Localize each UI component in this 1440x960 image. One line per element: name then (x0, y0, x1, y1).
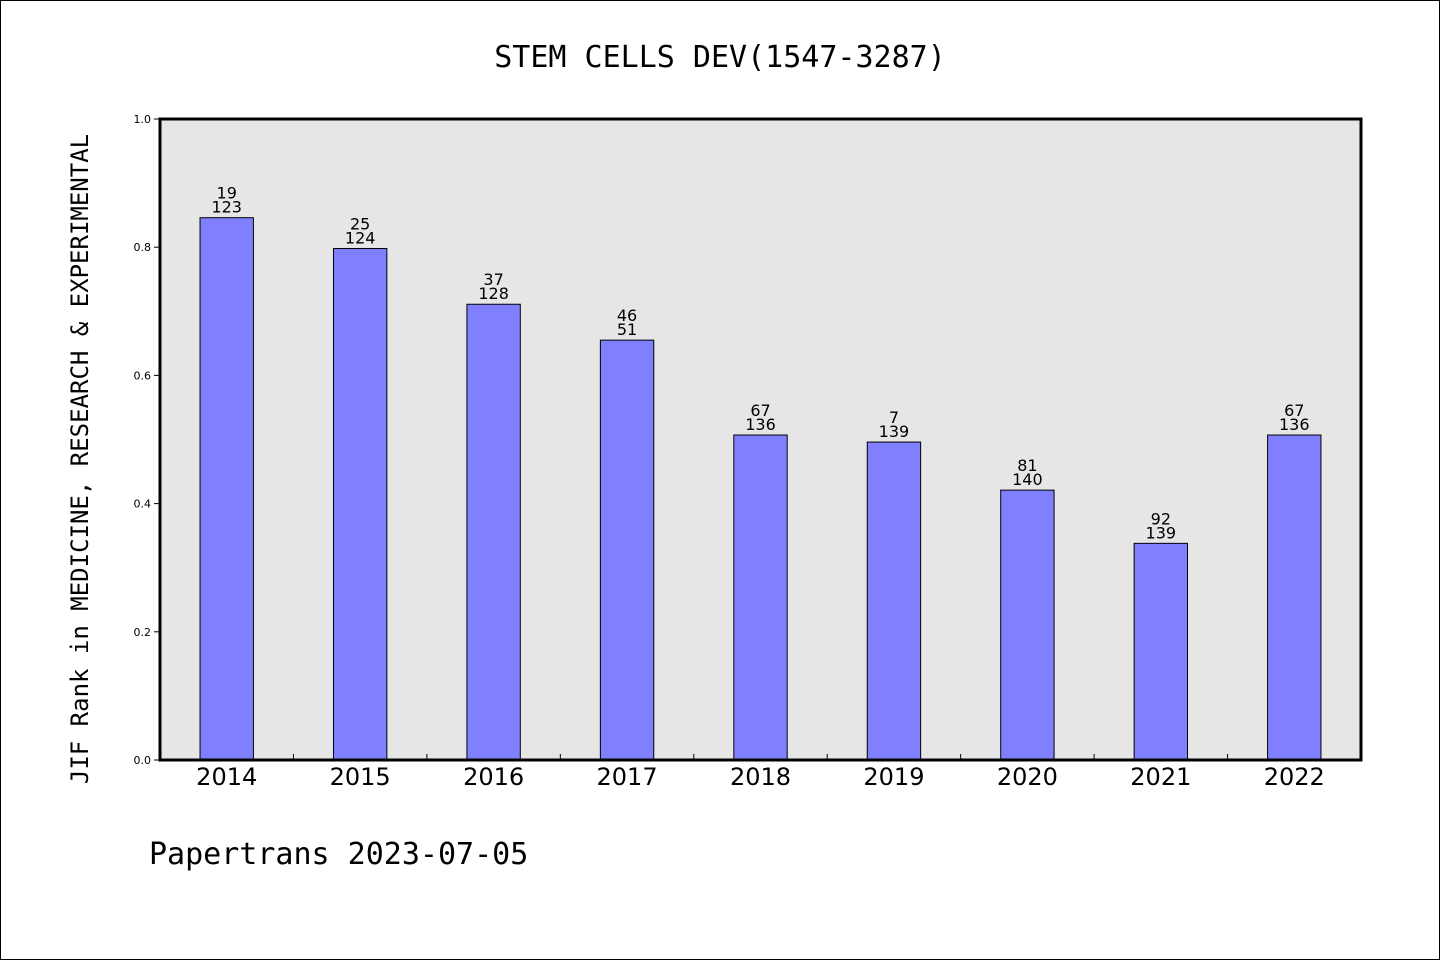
chart-title: STEM CELLS DEV(1547-3287) (494, 40, 946, 75)
bar-total-label: 128 (478, 284, 509, 303)
x-tick-label: 2017 (597, 763, 658, 791)
bar-rank-label: 46 (617, 306, 637, 325)
bar (332, 247, 388, 761)
x-tick-label: 2014 (196, 763, 257, 791)
y-tick-label: 0.2 (134, 626, 152, 639)
y-tick-label: 0.8 (134, 241, 152, 254)
x-tick-label: 2019 (863, 763, 924, 791)
bar (466, 303, 521, 761)
bar (1267, 434, 1322, 761)
bar-rank-label: 19 (217, 184, 237, 203)
bar-total-label: 136 (1279, 415, 1310, 434)
bar-rank-label: 7 (889, 408, 899, 427)
credit-text: Papertrans 2023-07-05 (149, 837, 528, 872)
y-axis-label: JIF Rank in MEDICINE, RESEARCH & EXPERIM… (66, 134, 94, 784)
bar-total-label: 140 (1012, 470, 1043, 489)
bar-total-label: 136 (745, 415, 776, 434)
x-tick-label: 2018 (730, 763, 791, 791)
bar-rank-label: 81 (1017, 456, 1037, 475)
bar-total-label: 124 (345, 228, 376, 247)
bar-rank-label: 37 (483, 270, 503, 289)
x-tick-label: 2020 (997, 763, 1058, 791)
bar-total-label: 51 (617, 320, 637, 339)
bar-total-label: 139 (879, 422, 910, 441)
y-tick-label: 1.0 (134, 113, 152, 126)
x-tick-label: 2015 (330, 763, 391, 791)
bar (599, 339, 655, 761)
bar-rank-label: 92 (1151, 509, 1171, 528)
plot-border (158, 117, 1363, 762)
bar-total-label: 123 (211, 198, 242, 217)
bar (1000, 489, 1055, 761)
bar-total-label: 139 (1146, 523, 1177, 542)
bar (866, 441, 922, 761)
y-tick-label: 0.0 (134, 754, 152, 767)
x-tick-label: 2022 (1264, 763, 1325, 791)
x-tick-label: 2021 (1130, 763, 1191, 791)
x-tick-label: 2016 (463, 763, 524, 791)
bar (199, 217, 254, 761)
bar (1133, 542, 1189, 761)
bar (733, 434, 788, 761)
bar-rank-label: 67 (1284, 401, 1304, 420)
bar-rank-label: 67 (750, 401, 770, 420)
bar-rank-label: 25 (350, 214, 370, 233)
y-tick-label: 0.4 (134, 498, 152, 511)
y-tick-label: 0.6 (134, 369, 152, 382)
